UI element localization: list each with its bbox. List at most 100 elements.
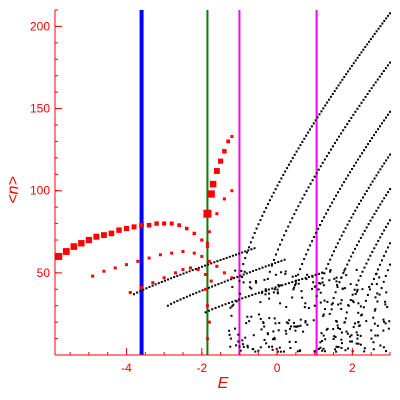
data-point (357, 279, 360, 282)
data-point (264, 265, 267, 268)
data-point (372, 278, 375, 281)
highlight-point (170, 251, 174, 255)
data-point (259, 317, 262, 320)
data-point (297, 147, 300, 150)
data-point (242, 345, 245, 348)
data-point (362, 98, 365, 101)
data-point (268, 199, 271, 202)
data-point (278, 322, 281, 325)
data-point (133, 293, 136, 296)
data-point (263, 210, 266, 213)
x-tick-label: 2 (349, 361, 356, 375)
data-point (309, 244, 312, 247)
highlight-point (62, 248, 70, 255)
data-point (301, 277, 304, 280)
highlight-point (139, 222, 144, 228)
data-point (301, 140, 304, 143)
data-point (211, 308, 214, 311)
highlight-point (222, 271, 226, 275)
data-point (340, 234, 343, 237)
data-point (331, 145, 334, 148)
data-point (276, 292, 279, 295)
data-point (370, 87, 373, 90)
data-point (356, 337, 359, 340)
data-point (267, 264, 270, 267)
data-point (317, 272, 320, 275)
data-point (334, 336, 337, 339)
x-axis-label: E (218, 375, 229, 392)
data-point (303, 137, 306, 140)
data-point (373, 213, 376, 216)
highlight-point (101, 232, 107, 238)
data-point (253, 247, 256, 250)
data-point (318, 113, 321, 116)
data-point (136, 291, 139, 294)
data-point (387, 113, 390, 116)
data-point (363, 347, 366, 350)
data-point (231, 285, 234, 288)
data-point (216, 260, 219, 263)
data-point (339, 81, 342, 84)
highlight-point (93, 233, 100, 240)
data-point (352, 301, 355, 304)
data-point (296, 350, 299, 353)
data-point (257, 313, 260, 316)
data-point (357, 311, 360, 314)
data-point (317, 288, 320, 291)
data-point (386, 269, 389, 272)
data-point (311, 275, 314, 278)
data-point (345, 274, 348, 277)
data-point (377, 239, 380, 242)
data-point (330, 308, 333, 311)
highlight-point (151, 281, 155, 285)
data-point (358, 104, 361, 107)
highlight-point (209, 279, 213, 283)
data-point (340, 331, 343, 334)
highlight-point (173, 271, 177, 275)
data-point (229, 345, 232, 348)
data-point (259, 301, 262, 304)
data-point (324, 338, 327, 341)
highlight-point (85, 236, 92, 244)
data-point (238, 345, 241, 348)
highlight-point (102, 269, 106, 273)
data-point (354, 322, 357, 325)
x-tick-label: -4 (121, 361, 132, 375)
data-point (234, 269, 237, 272)
data-point (188, 270, 191, 273)
data-point (387, 191, 390, 194)
data-point (336, 242, 339, 245)
data-point (279, 243, 282, 246)
data-point (268, 297, 271, 300)
data-point (170, 302, 173, 305)
data-point (348, 119, 351, 122)
data-point (344, 349, 347, 352)
data-point (235, 300, 238, 303)
highlight-point (200, 254, 204, 258)
data-point (211, 285, 214, 288)
data-point (231, 254, 234, 257)
data-point (239, 292, 242, 295)
data-point (347, 347, 350, 350)
data-point (379, 344, 382, 347)
data-point (297, 273, 300, 276)
data-point (319, 301, 322, 304)
data-point (318, 282, 321, 285)
data-point (378, 293, 381, 296)
data-point (371, 137, 374, 140)
data-point (329, 205, 332, 208)
data-point (273, 338, 276, 341)
data-point (386, 246, 389, 249)
data-point (357, 240, 360, 243)
data-point (373, 322, 376, 325)
data-point (354, 293, 357, 296)
data-point (250, 315, 253, 318)
data-point (338, 281, 341, 284)
data-point (297, 325, 300, 328)
highlight-point (192, 251, 196, 255)
data-point (229, 337, 232, 340)
data-point (375, 131, 378, 134)
data-point (320, 110, 323, 113)
data-point (367, 258, 370, 261)
data-point (381, 165, 384, 168)
